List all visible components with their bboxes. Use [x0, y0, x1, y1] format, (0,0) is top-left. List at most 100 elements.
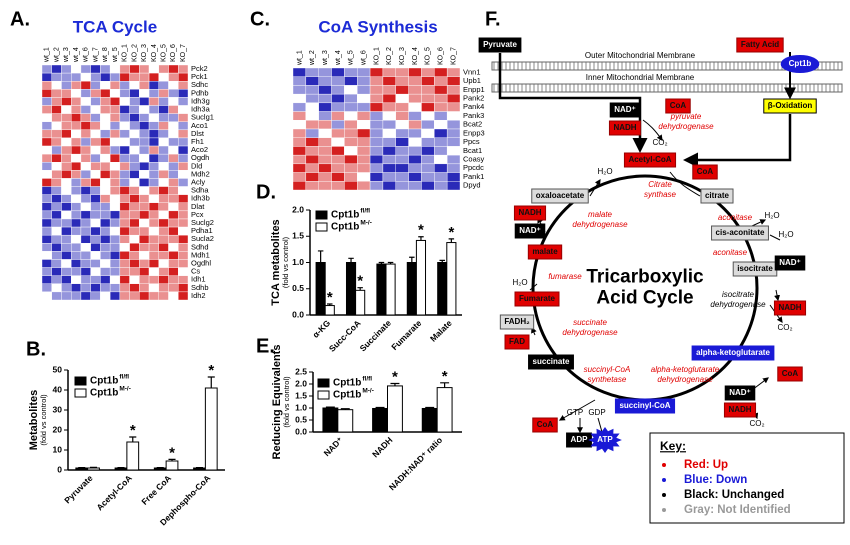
heatmap-cell: [61, 89, 72, 98]
heatmap-cell: [61, 64, 72, 74]
legend-superscript: fl/fl: [119, 374, 129, 381]
heatmap-cell: [331, 85, 345, 95]
heatmap-cell: [119, 81, 130, 90]
diagram-box: [774, 255, 806, 271]
heatmap-cell: [408, 137, 422, 147]
heatmap-cell: [41, 251, 52, 260]
diagram-box: [514, 223, 546, 239]
legend-superscript: M-/-: [119, 386, 131, 393]
error-bar: [390, 382, 400, 386]
heatmap-cell: [119, 137, 130, 147]
diagram-box: [723, 402, 757, 418]
heatmap-cell: [178, 210, 189, 220]
row-label: Vnn1: [463, 67, 481, 76]
diagram-box: [504, 334, 530, 350]
heatmap-cell: [119, 259, 130, 268]
heatmap-cell: [318, 163, 332, 173]
heatmap-cell: [61, 137, 72, 147]
heatmap-cell: [178, 121, 189, 131]
heatmap-cell: [139, 186, 150, 195]
heatmap-cell: [129, 81, 140, 90]
heatmap-cell: [382, 172, 396, 182]
key-entry: Gray: Not Identified: [684, 504, 791, 516]
heatmap-cell: [305, 120, 319, 130]
heatmap-cell: [41, 194, 52, 203]
diagram-text: GTP: [567, 408, 583, 417]
heatmap-cell: [129, 170, 140, 179]
heatmap-cell: [109, 72, 121, 82]
heatmap-cell: [129, 218, 140, 228]
y-tick-label: 10: [53, 444, 63, 454]
diagram-box: [623, 152, 677, 168]
diagram-item: isocitrate: [732, 261, 778, 277]
heatmap-cell: [100, 202, 111, 212]
heatmap-cell: [158, 72, 169, 82]
diagram-item: CoA: [777, 366, 803, 382]
heatmap-cell: [109, 153, 121, 163]
heatmap-cell: [148, 243, 159, 252]
heatmap-cell: [139, 137, 150, 147]
column-label: KO_3: [399, 47, 406, 65]
significance-mark: *: [442, 368, 448, 385]
error-bar: [425, 406, 435, 409]
row-label: Pdha1: [191, 226, 213, 235]
heatmap-cell: [158, 210, 169, 220]
heatmap-cell: [61, 72, 72, 82]
heatmap-cell: [168, 162, 179, 171]
heatmap-cell: [100, 186, 111, 195]
heatmap-cell: [168, 251, 179, 260]
heatmap-cell: [318, 172, 332, 182]
heatmap-cell: [80, 283, 91, 293]
diagram-text: dehydrogenase: [710, 300, 766, 309]
heatmap-cell: [139, 291, 150, 301]
heatmap-cell: [90, 153, 101, 163]
row-label: Sdhb: [191, 283, 209, 292]
heatmap-cell: [90, 202, 101, 212]
heatmap-cell: [139, 121, 150, 131]
heatmap-cell: [331, 120, 345, 130]
heatmap-cell: [80, 137, 91, 147]
heatmap-cell: [51, 97, 62, 106]
row-label: Idh1: [191, 275, 206, 284]
heatmap-cell: [395, 137, 409, 147]
row-label: Idh3b: [191, 194, 210, 203]
heatmap-cell: [168, 243, 179, 252]
heatmap-cell: [61, 218, 72, 228]
heatmap-cell: [41, 226, 52, 236]
heatmap-cell: [61, 210, 72, 220]
heatmap-cell: [369, 111, 384, 121]
heatmap-cell: [305, 102, 319, 112]
heatmap-cell: [148, 283, 159, 293]
diagram-box: [711, 225, 769, 241]
key-box: [649, 432, 845, 524]
heatmap-cell: [80, 202, 91, 212]
heatmap-cell: [292, 120, 307, 130]
key-entry: Blue: Down: [684, 474, 747, 486]
heatmap-cell: [168, 283, 179, 293]
heatmap-cell: [109, 226, 121, 236]
heatmap-title: TCA Cycle: [73, 17, 157, 36]
heatmap-cell: [51, 64, 62, 74]
bar: [415, 239, 427, 316]
heatmap-cell: [61, 251, 72, 260]
heatmap-cell: [100, 137, 111, 147]
heatmap-cell: [100, 267, 111, 276]
heatmap-cell: [61, 259, 72, 268]
heatmap-cell: [100, 259, 111, 268]
heatmap-cell: [318, 137, 332, 147]
heatmap-cell: [61, 283, 72, 293]
error-bar: [325, 406, 335, 408]
y-axis-label: Metabolites: [28, 390, 40, 451]
heatmap-cell: [434, 163, 448, 173]
heatmap-cell: [178, 162, 189, 171]
heatmap-cell: [408, 76, 422, 86]
heatmap-cell: [41, 178, 52, 187]
diagram-item: Fumarate: [514, 291, 560, 307]
heatmap-cell: [305, 146, 319, 156]
heatmap-cell: [41, 89, 52, 98]
column-label: wt_5: [112, 47, 119, 63]
row-label: Pck1: [191, 72, 208, 81]
heatmap-cell: [119, 226, 130, 236]
bar: [436, 387, 453, 433]
diagram-box: [499, 314, 535, 330]
